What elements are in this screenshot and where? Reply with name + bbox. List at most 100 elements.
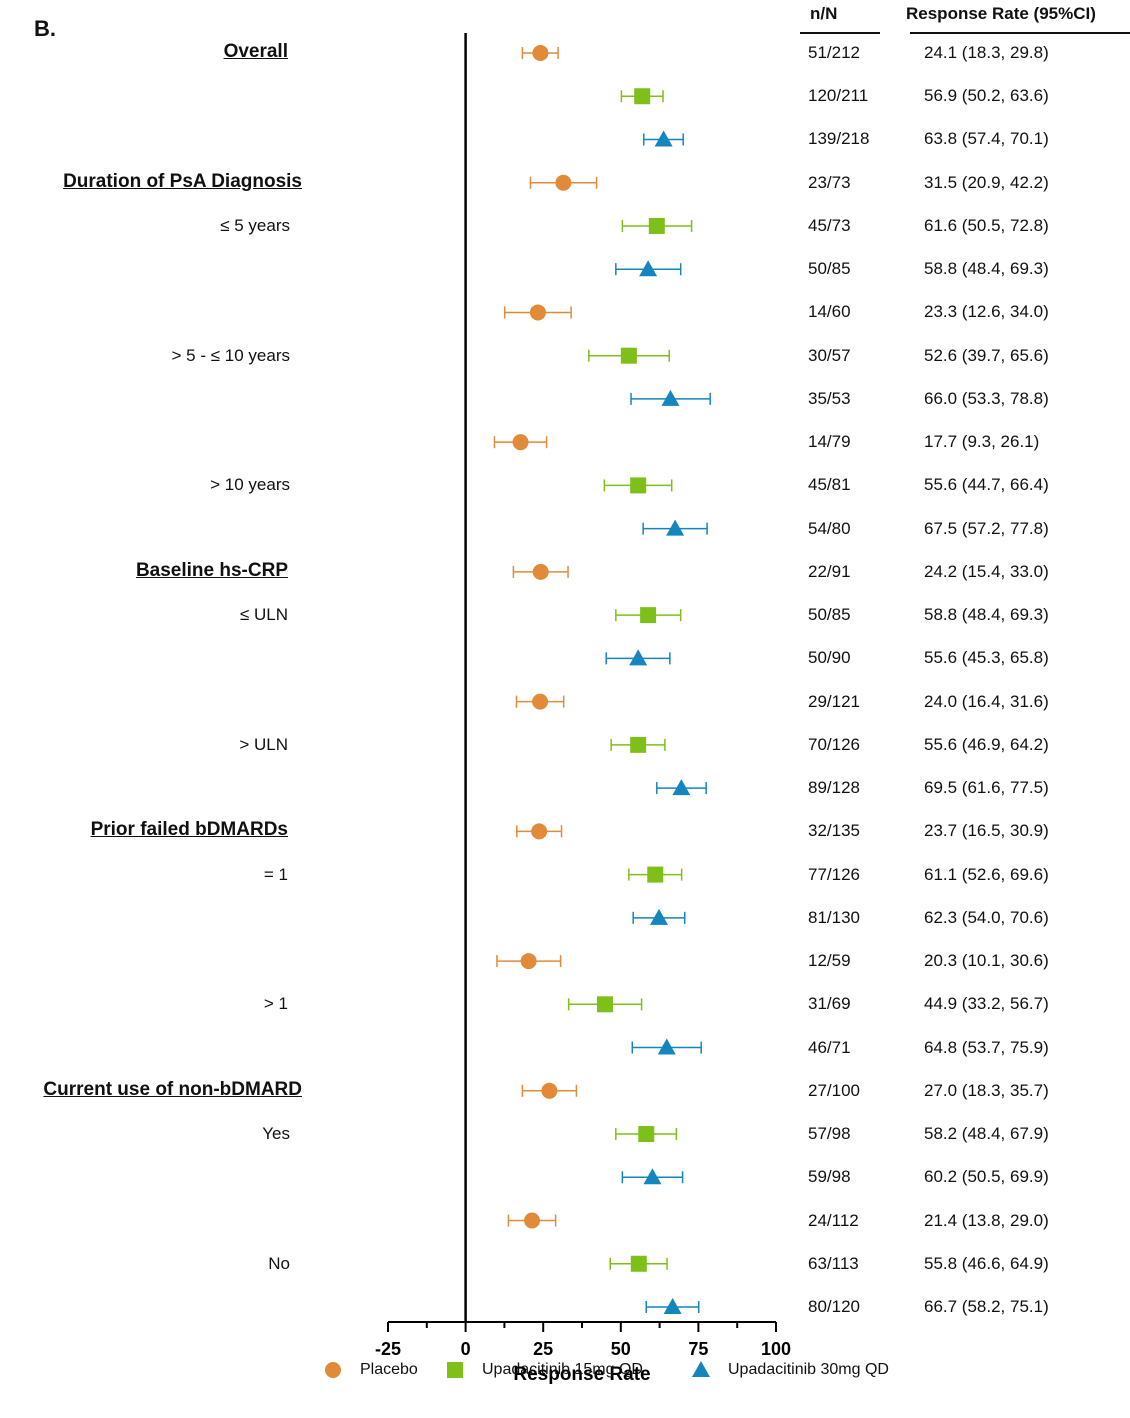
legend-label: Placebo — [360, 1361, 418, 1379]
column-header-n-underline — [800, 32, 880, 34]
group-header: Prior failed bDMARDs — [90, 819, 288, 841]
point-current-use-of-non-bdmard-0-upadacitinib-15mg-qd — [638, 1126, 655, 1143]
point-current-use-of-non-bdmard-1-placebo — [524, 1212, 541, 1229]
column-header-n: n/N — [810, 4, 838, 23]
x-tick-label: 50 — [611, 1339, 631, 1359]
response-rate-cell: 55.6 (45.3, 65.8) — [924, 648, 1049, 668]
response-rate-cell: 60.2 (50.5, 69.9) — [924, 1167, 1049, 1187]
point-prior-failed-bdmards-0-upadacitinib-15mg-qd — [647, 866, 664, 883]
legend-square-icon — [447, 1362, 463, 1378]
subgroup-label: > ULN — [239, 734, 288, 754]
point-duration-of-psa-diagnosis-0-upadacitinib-30mg-qd — [639, 260, 658, 277]
response-rate-cell: 64.8 (53.7, 75.9) — [924, 1037, 1049, 1057]
point-prior-failed-bdmards-1-upadacitinib-30mg-qd — [657, 1038, 676, 1055]
point-baseline-hs-crp-0-placebo — [532, 563, 549, 580]
point-overall-0-placebo — [532, 45, 549, 61]
n-cell: 24/112 — [808, 1210, 859, 1230]
response-rate-cell: 58.8 (48.4, 69.3) — [924, 605, 1049, 625]
n-cell: 139/218 — [808, 129, 870, 149]
response-rate-cell: 56.9 (50.2, 63.6) — [924, 86, 1049, 106]
response-rate-cell: 24.1 (18.3, 29.8) — [924, 43, 1049, 62]
legend-item-upadacitinib-30mg-qd: Upadacitinib 30mg QD — [690, 1360, 889, 1380]
point-duration-of-psa-diagnosis-1-placebo — [529, 304, 546, 321]
legend-marker-placebo — [325, 1362, 341, 1378]
subgroup-label: No — [268, 1253, 290, 1273]
point-baseline-hs-crp-1-upadacitinib-30mg-qd — [672, 779, 691, 796]
point-duration-of-psa-diagnosis-2-placebo — [512, 434, 529, 451]
x-axis-title: Response Rate — [513, 1364, 650, 1385]
n-cell: 12/59 — [808, 951, 851, 971]
n-cell: 77/126 — [808, 864, 860, 884]
x-tick-label: 100 — [761, 1339, 791, 1359]
legend-marker-upadacitinib-30mg-qd — [692, 1361, 710, 1377]
legend-item-placebo: Placebo — [322, 1360, 418, 1380]
group-header: Baseline hs-CRP — [135, 559, 288, 581]
n-cell: 80/120 — [808, 1297, 860, 1316]
n-cell: 35/53 — [808, 388, 851, 408]
point-current-use-of-non-bdmard-0-placebo — [541, 1082, 558, 1099]
n-cell: 22/91 — [808, 561, 851, 581]
panel-label: B. — [34, 16, 56, 41]
n-cell: 50/85 — [808, 259, 851, 279]
point-duration-of-psa-diagnosis-1-upadacitinib-15mg-qd — [620, 347, 637, 364]
n-cell: 31/69 — [808, 994, 851, 1014]
n-cell: 70/126 — [808, 734, 860, 754]
point-baseline-hs-crp-0-upadacitinib-30mg-qd — [629, 649, 648, 666]
response-rate-cell: 52.6 (39.7, 65.6) — [924, 345, 1049, 365]
point-prior-failed-bdmards-1-upadacitinib-15mg-qd — [596, 996, 613, 1013]
response-rate-cell: 23.3 (12.6, 34.0) — [924, 302, 1049, 322]
point-baseline-hs-crp-0-upadacitinib-15mg-qd — [640, 607, 657, 624]
subgroup-label: > 5 - ≤ 10 years — [171, 345, 290, 365]
n-cell: 50/85 — [808, 605, 851, 625]
column-header-rate-underline — [910, 32, 1130, 34]
column-header-rate: Response Rate (95%CI) — [906, 4, 1096, 23]
response-rate-cell: 44.9 (33.2, 56.7) — [924, 994, 1049, 1014]
x-tick-label: 0 — [461, 1339, 471, 1359]
n-cell: 81/130 — [808, 907, 860, 927]
n-cell: 14/79 — [808, 432, 851, 452]
n-cell: 27/100 — [808, 1080, 860, 1100]
subgroup-label: > 1 — [263, 994, 288, 1014]
response-rate-cell: 55.8 (46.6, 64.9) — [924, 1253, 1049, 1273]
point-prior-failed-bdmards-0-upadacitinib-30mg-qd — [649, 908, 668, 925]
n-cell: 89/128 — [808, 778, 860, 798]
point-overall-0-upadacitinib-15mg-qd — [634, 88, 651, 105]
point-baseline-hs-crp-1-placebo — [532, 693, 549, 710]
n-cell: 59/98 — [808, 1167, 851, 1187]
n-cell: 120/211 — [808, 86, 869, 106]
response-rate-cell: 27.0 (18.3, 35.7) — [924, 1080, 1049, 1100]
response-rate-cell: 63.8 (57.4, 70.1) — [924, 129, 1049, 149]
n-cell: 29/121 — [808, 691, 860, 711]
subgroup-label: Yes — [262, 1124, 290, 1144]
x-tick-label: -25 — [375, 1339, 401, 1359]
n-cell: 30/57 — [808, 345, 851, 365]
response-rate-cell: 17.7 (9.3, 26.1) — [924, 432, 1040, 452]
point-baseline-hs-crp-1-upadacitinib-15mg-qd — [630, 736, 647, 753]
response-rate-cell: 24.2 (15.4, 33.0) — [924, 561, 1049, 581]
n-cell: 32/135 — [808, 821, 860, 841]
legend-triangle-icon — [692, 1361, 710, 1377]
x-tick-label: 25 — [533, 1339, 553, 1359]
response-rate-cell: 61.1 (52.6, 69.6) — [924, 864, 1049, 884]
response-rate-cell: 31.5 (20.9, 42.2) — [924, 172, 1049, 192]
point-current-use-of-non-bdmard-0-upadacitinib-30mg-qd — [643, 1168, 662, 1185]
n-cell: 46/71 — [808, 1037, 851, 1057]
response-rate-cell: 24.0 (16.4, 31.6) — [924, 691, 1049, 711]
point-duration-of-psa-diagnosis-2-upadacitinib-30mg-qd — [666, 519, 685, 536]
legend-label: Upadacitinib 15mg QD — [482, 1361, 643, 1379]
group-header: Current use of non-bDMARD — [43, 1078, 302, 1100]
response-rate-cell: 69.5 (61.6, 77.5) — [924, 778, 1049, 798]
point-prior-failed-bdmards-1-placebo — [520, 953, 537, 970]
response-rate-cell: 62.3 (54.0, 70.6) — [924, 907, 1049, 927]
legend-label: Upadacitinib 30mg QD — [728, 1361, 889, 1379]
subgroup-label: ≤ 5 years — [220, 215, 290, 235]
response-rate-cell: 66.7 (58.2, 75.1) — [924, 1297, 1049, 1316]
response-rate-cell: 23.7 (16.5, 30.9) — [924, 821, 1049, 841]
subgroup-label: > 10 years — [210, 475, 290, 495]
point-duration-of-psa-diagnosis-0-upadacitinib-15mg-qd — [648, 217, 665, 234]
response-rate-cell: 55.6 (46.9, 64.2) — [924, 734, 1049, 754]
n-cell: 63/113 — [808, 1253, 859, 1273]
n-cell: 50/90 — [808, 648, 851, 668]
n-cell: 51/212 — [808, 43, 860, 62]
